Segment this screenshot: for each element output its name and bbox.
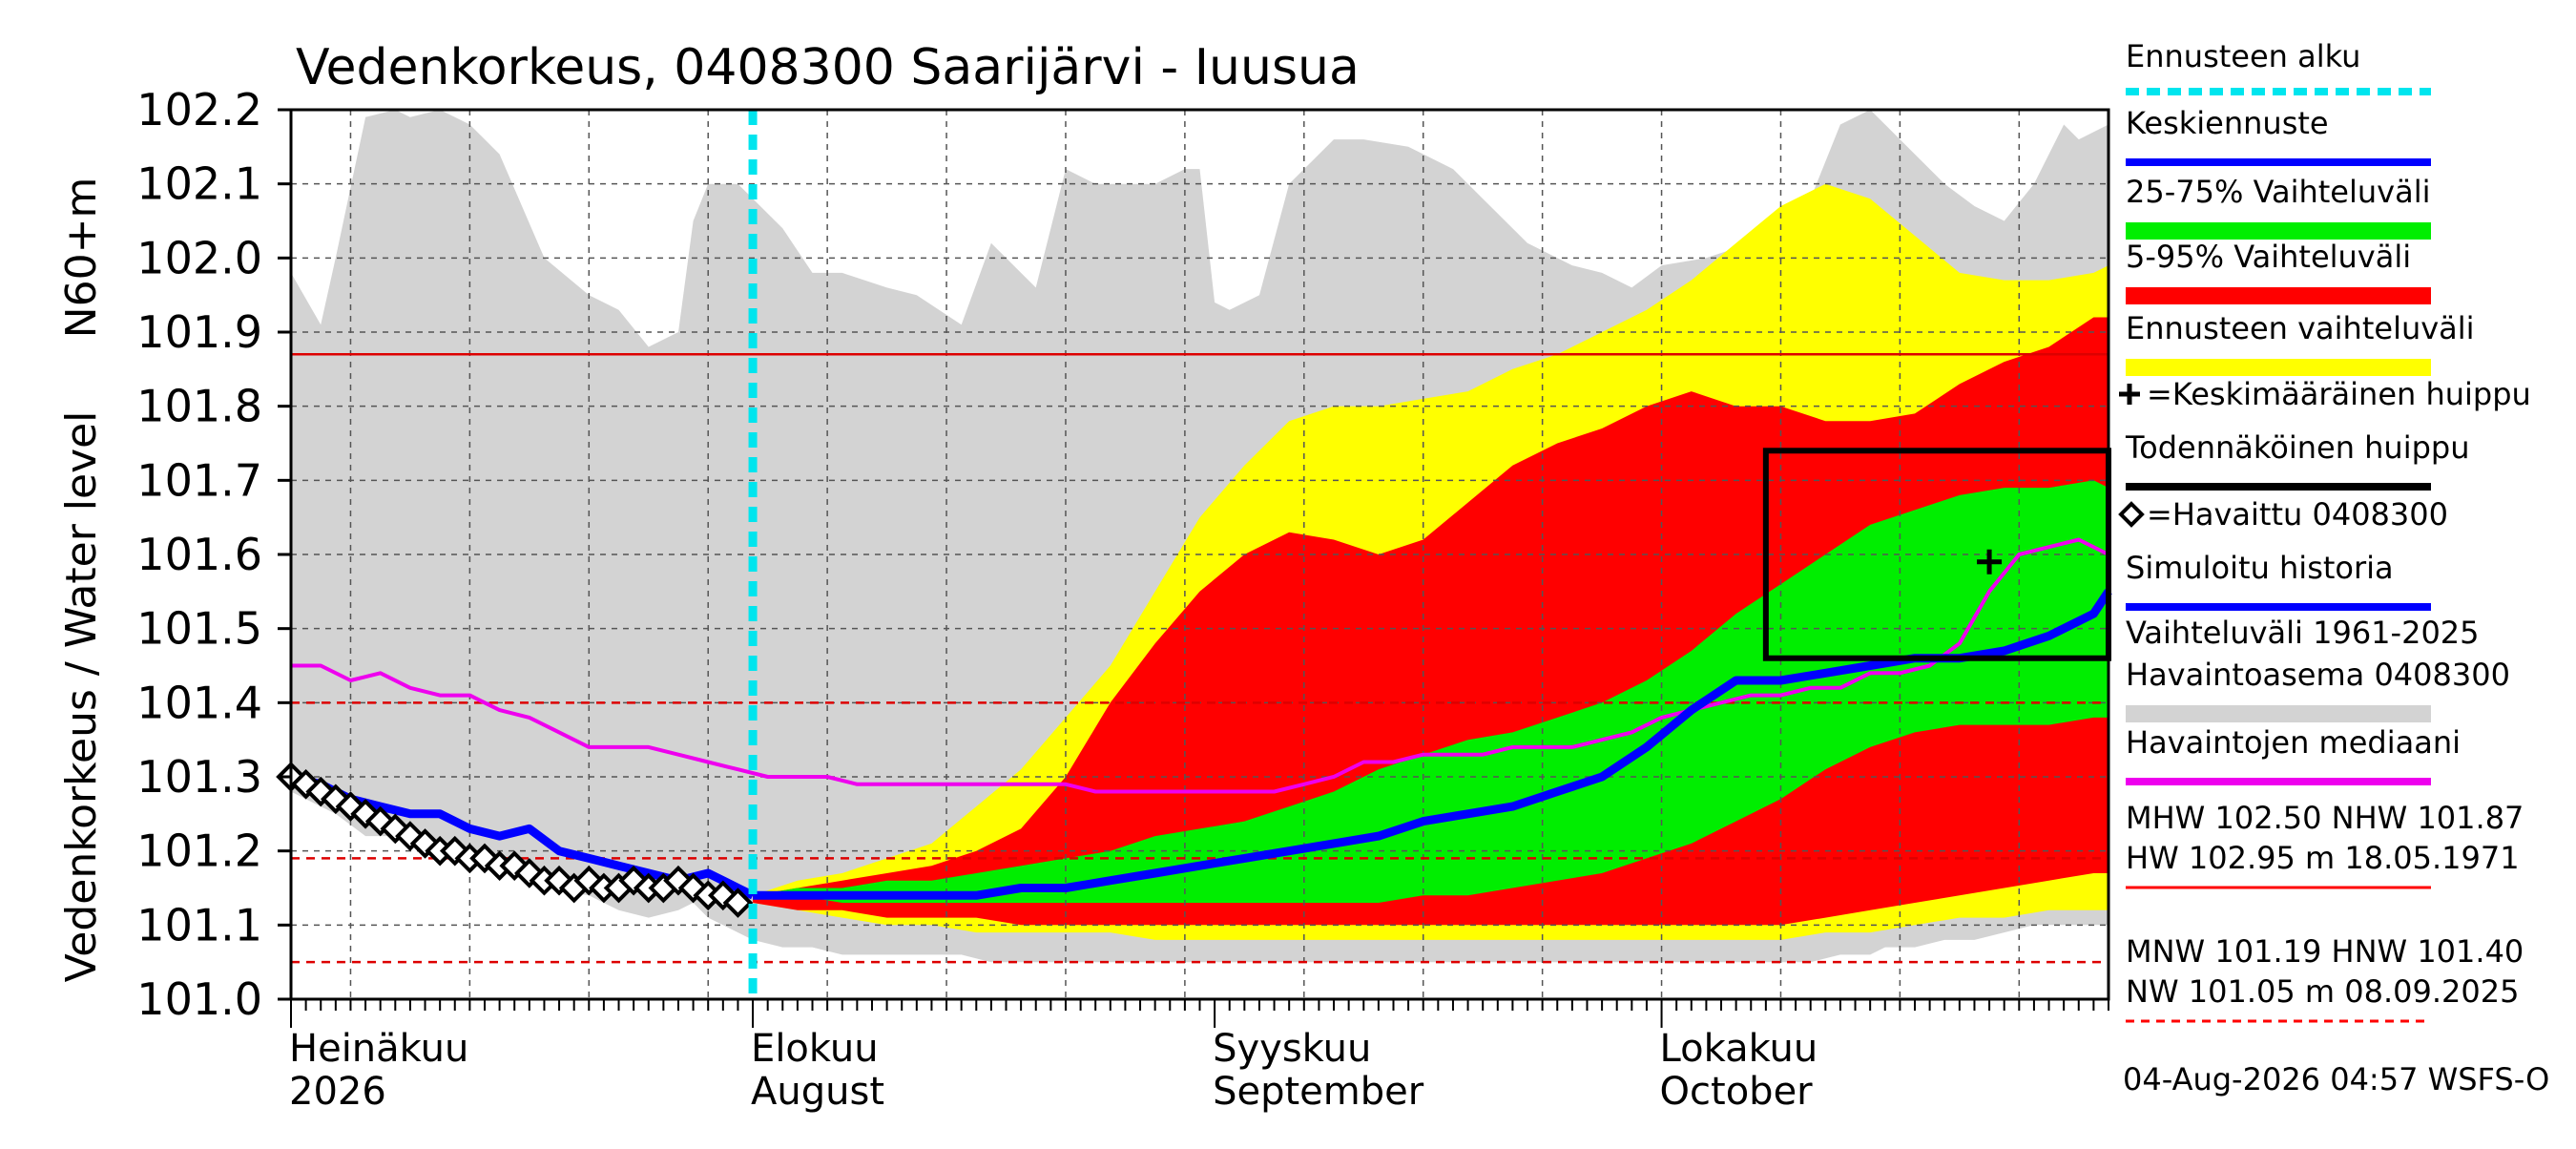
x-tick-label-month: Lokakuu — [1660, 1027, 1818, 1071]
x-tick-label-month: Heinäkuu — [289, 1027, 468, 1071]
legend-swatch — [2126, 287, 2431, 304]
y-tick-label: 101.4 — [136, 677, 262, 728]
legend-swatch — [2119, 384, 2140, 405]
legend-label: Simuloitu historia — [2126, 550, 2394, 586]
band-25-75 — [753, 480, 2109, 903]
mean-peak-marker — [1977, 549, 2003, 574]
x-tick-label-sub: August — [751, 1070, 884, 1114]
legend-label: Todennäköinen huippu — [2125, 429, 2470, 466]
stats-line: MNW 101.19 HNW 101.40 — [2126, 933, 2524, 970]
y-tick-label: 101.9 — [136, 306, 262, 358]
legend-label: =Keskimääräinen huippu — [2147, 376, 2531, 412]
y-tick-label: 101.0 — [136, 973, 262, 1025]
legend: Ennusteen alku Keskiennuste 25-75% Vaihtel… — [2118, 38, 2531, 785]
legend-swatch — [2126, 705, 2431, 722]
legend-label: Keskiennuste — [2126, 105, 2329, 141]
y-axis-label: Vedenkorkeus / Water level — [57, 411, 106, 983]
y-tick-label: 101.7 — [136, 454, 262, 506]
legend-label: Havaintoasema 0408300 — [2126, 657, 2510, 693]
y-tick-label: 102.1 — [136, 158, 262, 210]
x-tick-label-month: Syyskuu — [1213, 1027, 1371, 1071]
y-tick-label: 101.6 — [136, 529, 262, 580]
legend-label: 5-95% Vaihteluväli — [2126, 239, 2411, 275]
footer-timestamp: 04-Aug-2026 04:57 WSFS-O — [2123, 1061, 2549, 1097]
y-tick-label: 101.5 — [136, 603, 262, 655]
y-axis-label-unit: N60+m — [57, 178, 106, 339]
x-tick-label-sub: September — [1213, 1070, 1424, 1114]
legend-swatch — [2126, 359, 2431, 376]
observed-point — [469, 843, 500, 874]
y-tick-label: 101.8 — [136, 381, 262, 432]
legend-label: Ennusteen alku — [2126, 38, 2360, 74]
x-tick-label-sub: October — [1660, 1070, 1814, 1114]
stats-line: HW 102.95 m 18.05.1971 — [2126, 840, 2520, 876]
legend-label: =Havaittu 0408300 — [2147, 496, 2448, 533]
stats-line: NW 101.05 m 08.09.2025 — [2126, 973, 2519, 1010]
y-tick-label: 102.0 — [136, 232, 262, 283]
legend-swatch — [2118, 501, 2145, 528]
legend-swatch — [2126, 222, 2431, 240]
median-line — [291, 537, 2109, 794]
plot-area — [276, 108, 2112, 1001]
chart-title: Vedenkorkeus, 0408300 Saarijärvi - Iuusu… — [296, 39, 1360, 96]
y-tick-label: 101.2 — [136, 825, 262, 877]
observed-point — [722, 888, 754, 918]
stats-line: MHW 102.50 NHW 101.87 — [2126, 800, 2524, 836]
statistics-panel: MHW 102.50 NHW 101.87 HW 102.95 m 18.05.1… — [2126, 800, 2524, 1023]
y-tick-label: 101.1 — [136, 899, 262, 951]
x-tick-label-month: Elokuu — [751, 1027, 879, 1071]
x-tick-label-sub: 2026 — [289, 1070, 386, 1114]
legend-label: Vaihteluväli 1961-2025 — [2126, 615, 2480, 651]
legend-label: 25-75% Vaihteluväli — [2126, 174, 2430, 210]
y-tick-label: 101.3 — [136, 751, 262, 803]
y-axis: 101.0 101.1 101.2 101.3 101.4 101.5 101.6 101.7… — [136, 84, 291, 1025]
legend-label: Havaintojen mediaani — [2126, 724, 2461, 761]
y-tick-label: 102.2 — [136, 84, 262, 136]
legend-label: Ennusteen vaihteluväli — [2126, 310, 2475, 346]
